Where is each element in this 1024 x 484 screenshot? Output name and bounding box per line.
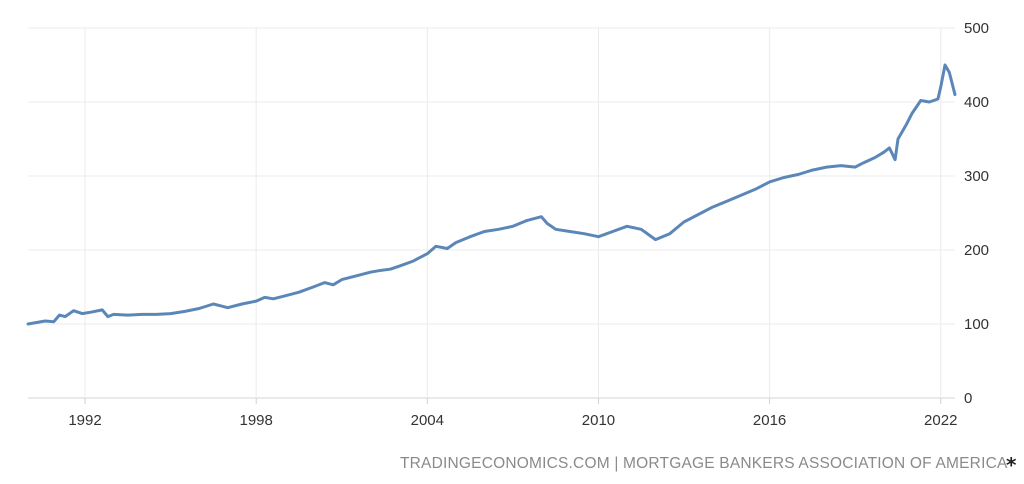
x-tick-label: 2004 [411,412,444,429]
x-tick-label: 1998 [239,412,272,429]
y-tick-label: 100 [964,316,989,333]
y-tick-label: 200 [964,242,989,259]
y-tick-label: 0 [964,390,972,407]
line-chart: 0 100 200 300 400 500 1992 1998 2004 2010 2016 202… [26,20,989,429]
y-axis: 0 100 200 300 400 500 [964,20,989,407]
y-tick-label: 400 [964,94,989,111]
grid-lines [28,27,955,404]
y-tick-label: 500 [964,20,989,37]
star-icon[interactable]: * [1006,453,1017,477]
x-tick-label: 2016 [753,412,786,429]
x-tick-label: 2010 [582,412,615,429]
series-line [26,63,957,326]
y-tick-label: 300 [964,168,989,185]
x-axis: 1992 1998 2004 2010 2016 2022 [68,412,957,429]
x-tick-label: 1992 [68,412,101,429]
plot-area [26,63,957,326]
x-tick-label: 2022 [924,412,957,429]
source-attribution: TRADINGECONOMICS.COM | MORTGAGE BANKERS … [400,455,1008,472]
